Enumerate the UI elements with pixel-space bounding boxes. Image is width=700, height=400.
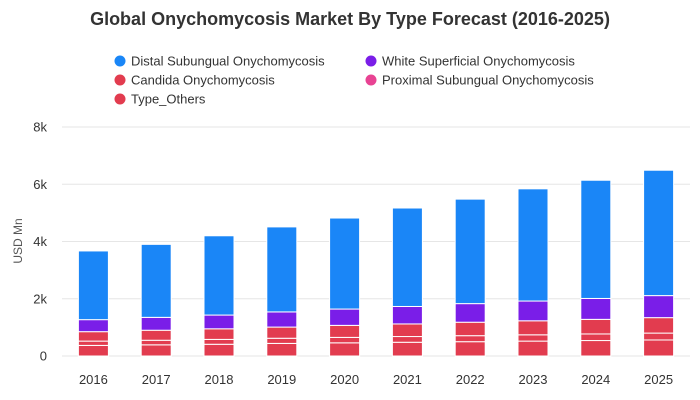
bar-segment[interactable] [391,305,423,325]
x-tick-label: 2023 [519,372,548,387]
bar-stack[interactable] [643,169,675,357]
x-tick-label: 2018 [205,372,234,387]
legend-marker [114,93,126,105]
x-tick-label: 2021 [393,372,422,387]
y-axis-ticks: 0 2k 4k 6k 8k [33,120,47,364]
bar-segment[interactable] [580,297,612,320]
bar-segment[interactable] [454,335,486,343]
bar-segment[interactable] [266,226,298,313]
bar-segment[interactable] [454,321,486,337]
bar-segment[interactable] [266,311,298,328]
bar-segment[interactable] [77,344,109,357]
x-tick-label: 2022 [456,372,485,387]
bar-segment[interactable] [77,319,109,333]
bar-stack[interactable] [391,207,423,357]
y-tick-label: 6k [33,177,47,192]
bar-stack[interactable] [580,179,612,357]
legend-item[interactable]: White Superficial Onychomycosis [365,54,576,69]
legend-label: Distal Subungual Onychomycosis [131,54,325,69]
bars [77,169,675,357]
legend-label: Candida Onychomycosis [131,73,275,88]
bar-segment[interactable] [517,320,549,336]
bar-segment[interactable] [391,336,423,343]
y-tick-label: 8k [33,120,47,135]
bar-segment[interactable] [580,179,612,299]
legend-item[interactable]: Proximal Subungual Onychomycosis [365,73,595,88]
bar-stack[interactable] [266,226,298,357]
legend: Distal Subungual Onychomycosis White Supe… [114,54,595,107]
chart-title: Global Onychomycosis Market By Type Fore… [90,9,610,29]
bar-segment[interactable] [517,340,549,357]
bar-segment[interactable] [580,333,612,342]
y-tick-label: 2k [33,291,47,306]
bar-segment[interactable] [77,331,109,342]
bar-segment[interactable] [643,295,675,319]
bar-segment[interactable] [140,316,172,331]
bar-segment[interactable] [580,340,612,357]
bar-segment[interactable] [140,329,172,341]
bar-segment[interactable] [391,341,423,357]
y-tick-label: 4k [33,234,47,249]
legend-marker [365,55,377,67]
legend-label: Type_Others [131,92,206,107]
bar-segment[interactable] [266,342,298,357]
bar-segment[interactable] [391,207,423,307]
bar-segment[interactable] [140,339,172,346]
bar-segment[interactable] [266,337,298,344]
bar-segment[interactable] [517,334,549,342]
bar-stack[interactable] [517,188,549,357]
bar-segment[interactable] [329,308,361,326]
legend-label: Proximal Subungual Onychomycosis [382,73,594,88]
legend-marker [114,55,126,67]
bar-segment[interactable] [140,243,172,318]
bar-segment[interactable] [77,340,109,346]
x-axis-ticks: 2016 2017 2018 2019 2020 2021 2022 2023 2024 2025 [79,372,673,387]
legend-item[interactable]: Type_Others [114,92,206,107]
bar-stack[interactable] [203,235,235,357]
bar-stack[interactable] [77,250,109,357]
bar-segment[interactable] [329,342,361,357]
legend-marker [365,74,377,86]
x-tick-label: 2020 [330,372,359,387]
x-tick-label: 2016 [79,372,108,387]
y-tick-label: 0 [40,349,47,364]
bar-segment[interactable] [329,217,361,310]
bar-segment[interactable] [643,317,675,334]
bar-segment[interactable] [203,235,235,316]
bar-segment[interactable] [77,250,109,321]
bar-segment[interactable] [203,328,235,340]
bar-segment[interactable] [643,332,675,341]
bar-segment[interactable] [643,339,675,357]
bar-segment[interactable] [517,300,549,322]
bar-segment[interactable] [266,326,298,339]
bar-stack[interactable] [329,217,361,357]
legend-item[interactable]: Distal Subungual Onychomycosis [114,54,326,69]
bar-segment[interactable] [454,341,486,357]
bar-segment[interactable] [203,343,235,357]
y-axis-label: USD Mn [11,218,25,263]
x-tick-label: 2017 [142,372,171,387]
bar-segment[interactable] [454,303,486,323]
bar-segment[interactable] [517,188,549,302]
x-tick-label: 2024 [581,372,610,387]
x-tick-label: 2025 [644,372,673,387]
bar-segment[interactable] [391,323,423,338]
x-tick-label: 2019 [267,372,296,387]
bar-stack[interactable] [140,243,172,357]
legend-marker [114,74,126,86]
bar-segment[interactable] [329,324,361,338]
bar-stack[interactable] [454,198,486,357]
bar-segment[interactable] [203,338,235,345]
bar-segment[interactable] [454,198,486,305]
bar-segment[interactable] [203,314,235,330]
legend-item[interactable]: Candida Onychomycosis [114,73,276,88]
bar-segment[interactable] [643,169,675,297]
bar-segment[interactable] [140,344,172,357]
bar-segment[interactable] [580,318,612,335]
legend-label: White Superficial Onychomycosis [382,54,575,69]
bar-segment[interactable] [329,336,361,344]
